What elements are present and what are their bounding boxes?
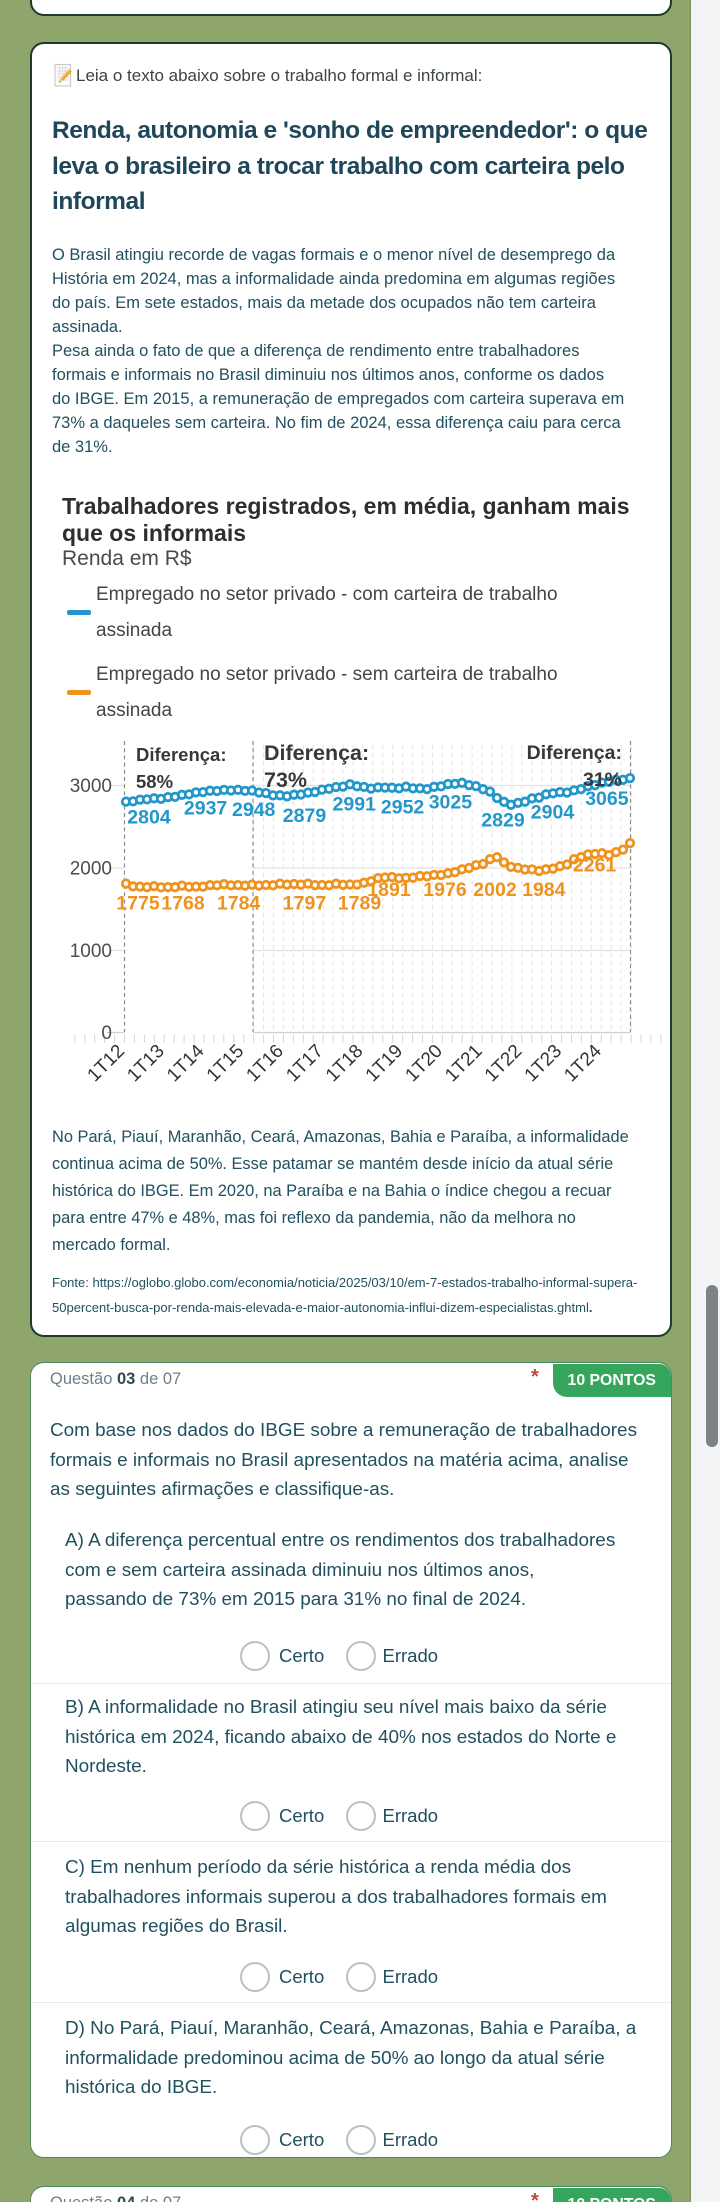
svg-text:1T19: 1T19 xyxy=(362,1041,407,1086)
svg-text:1984: 1984 xyxy=(522,879,566,901)
svg-text:1976: 1976 xyxy=(423,879,467,901)
svg-text:1T14: 1T14 xyxy=(163,1040,209,1086)
svg-text:2879: 2879 xyxy=(283,805,327,827)
svg-text:1768: 1768 xyxy=(161,893,205,915)
svg-text:Diferença:: Diferença: xyxy=(527,742,622,764)
svg-text:1T21: 1T21 xyxy=(441,1041,486,1086)
svg-text:1T13: 1T13 xyxy=(123,1041,168,1086)
svg-text:1789: 1789 xyxy=(338,893,382,915)
svg-text:1T20: 1T20 xyxy=(401,1041,446,1086)
svg-text:1775: 1775 xyxy=(116,893,160,915)
svg-text:1T18: 1T18 xyxy=(322,1041,367,1086)
svg-text:1T22: 1T22 xyxy=(481,1041,526,1086)
svg-text:Diferença:: Diferença: xyxy=(264,741,369,765)
svg-text:0: 0 xyxy=(101,1023,112,1044)
svg-text:2829: 2829 xyxy=(481,810,525,832)
svg-text:1797: 1797 xyxy=(283,893,326,915)
svg-text:1T23: 1T23 xyxy=(521,1041,566,1086)
svg-text:Diferença:: Diferença: xyxy=(136,744,226,765)
svg-text:2952: 2952 xyxy=(381,797,425,819)
svg-text:1891: 1891 xyxy=(367,879,411,901)
svg-text:31%: 31% xyxy=(583,769,622,791)
svg-text:73%: 73% xyxy=(264,768,307,792)
svg-text:2002: 2002 xyxy=(473,879,517,901)
svg-text:1T15: 1T15 xyxy=(203,1041,248,1086)
svg-text:2904: 2904 xyxy=(531,802,575,824)
svg-text:3065: 3065 xyxy=(585,788,629,810)
svg-text:3025: 3025 xyxy=(429,792,473,814)
svg-text:2991: 2991 xyxy=(333,794,377,816)
svg-text:1T12: 1T12 xyxy=(84,1041,129,1086)
svg-text:1T16: 1T16 xyxy=(242,1041,287,1086)
svg-text:1784: 1784 xyxy=(217,893,261,915)
svg-text:2948: 2948 xyxy=(232,799,276,821)
svg-text:2261: 2261 xyxy=(573,855,617,877)
svg-text:2000: 2000 xyxy=(70,859,112,880)
svg-text:2937: 2937 xyxy=(184,798,227,820)
svg-text:1T17: 1T17 xyxy=(282,1041,327,1086)
svg-text:3000: 3000 xyxy=(70,776,112,797)
svg-text:58%: 58% xyxy=(136,771,173,792)
svg-text:1000: 1000 xyxy=(70,941,112,962)
svg-text:1T24: 1T24 xyxy=(560,1040,606,1086)
svg-text:2804: 2804 xyxy=(127,807,171,829)
